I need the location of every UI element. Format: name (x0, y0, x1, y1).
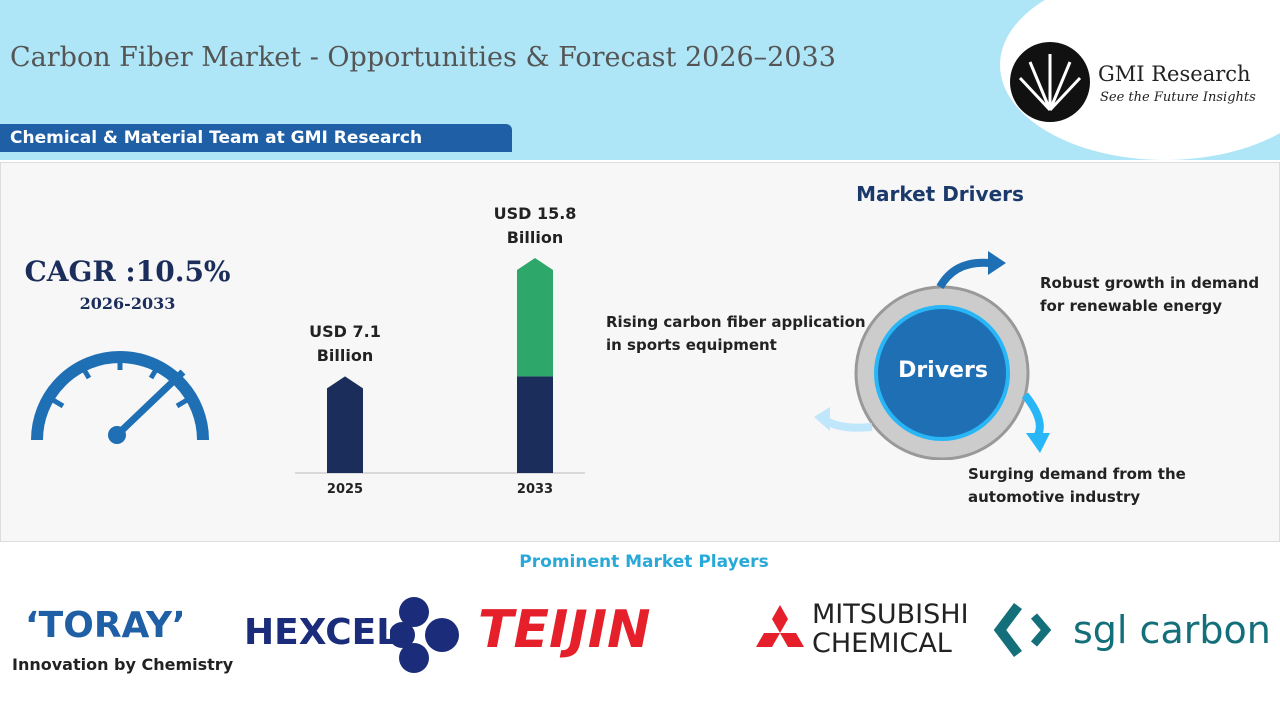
drivers-diagram (814, 251, 1050, 460)
logo-hexcel: HEXCEL (244, 612, 400, 653)
bar (327, 376, 363, 473)
logo-mitsubishi: MITSUBISHI (812, 599, 969, 630)
logo-sgl: sgl carbon (1073, 608, 1271, 652)
bar (517, 376, 553, 473)
brand: GMI Research (1098, 62, 1251, 86)
team: Chemical & Material Team at GMI Research (0, 124, 512, 152)
cagr: CAGR :10.5% (24, 255, 231, 288)
driver: Surging demand from the automotive indus… (968, 465, 1186, 506)
mitsubishi-mark (756, 605, 804, 647)
logo-toray: ‘TORAY’ (25, 605, 186, 646)
x-tick-label: 2025 (327, 482, 363, 497)
driver: Rising carbon fiber application in sport… (606, 313, 866, 354)
gauge (31, 351, 209, 444)
logo-icon (1010, 42, 1090, 122)
hexcel-mark (390, 597, 459, 673)
bar (517, 258, 553, 377)
x-tick-label: 2033 (517, 482, 553, 497)
value-label: USD 15.8 Billion (493, 204, 577, 247)
tagline: See the Future Insights (1100, 90, 1256, 105)
driver: Robust growth in demand for renewable en… (1040, 274, 1260, 315)
cagr-period: 2026-2033 (79, 294, 176, 313)
chart: 2025 2033 (295, 258, 585, 497)
logo-teijin: TEIJIN (478, 600, 651, 660)
sgl-mark (993, 603, 1052, 657)
players-title: Prominent Market Players (519, 552, 769, 572)
title: Carbon Fiber Market - Opportunities & Fo… (10, 42, 836, 73)
drivers-title: Market Drivers (856, 182, 1024, 206)
value-label: USD 7.1 Billion (309, 322, 381, 366)
panel (0, 162, 1280, 542)
drivers-center: Drivers (898, 358, 988, 383)
logo-chemical: CHEMICAL (812, 628, 952, 659)
logo-toray-tag: Innovation by Chemistry (12, 655, 234, 674)
